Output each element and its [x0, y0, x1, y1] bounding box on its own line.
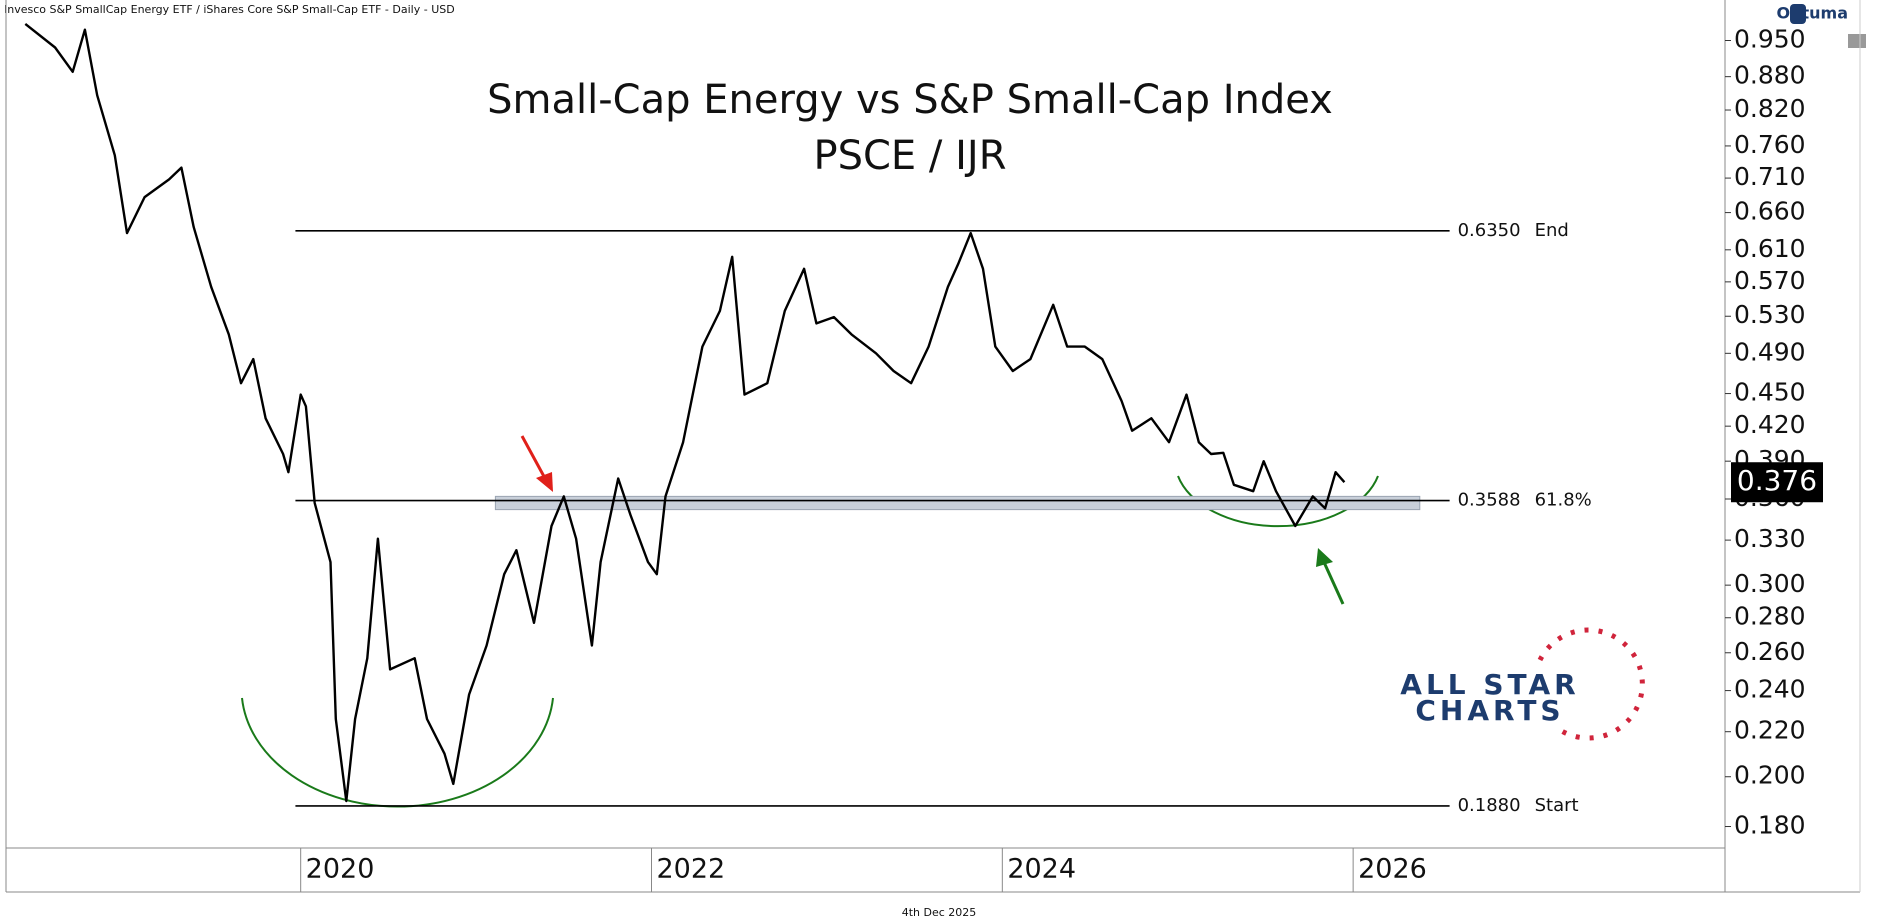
y-tick-label: 0.820 [1734, 94, 1806, 123]
y-tick-label: 0.180 [1734, 811, 1806, 840]
watermark: ALL STAR CHARTS [1400, 627, 1645, 741]
y-tick-label: 0.220 [1734, 716, 1806, 745]
y-tick-label: 0.330 [1734, 524, 1806, 553]
y-tick-label: 0.300 [1734, 569, 1806, 598]
red-arrow-head [536, 472, 553, 492]
brand: Optuma [1776, 4, 1848, 23]
red-arrow [520, 435, 549, 483]
level-name: 61.8% [1535, 490, 1592, 511]
watermark-line: CHARTS [1415, 694, 1564, 727]
footer: 4th Dec 2025 [902, 906, 977, 919]
y-tick-label: 0.880 [1734, 61, 1806, 90]
last-value-label: 0.376 [1737, 464, 1817, 497]
level-value: 0.6350 [1458, 220, 1521, 241]
y-tick-label: 0.660 [1734, 197, 1806, 226]
header: Invesco S&P SmallCap Energy ETF / iShare… [4, 3, 455, 16]
y-tick-label: 0.570 [1734, 266, 1806, 295]
x-tick-label: 2026 [1358, 854, 1427, 885]
y-tick-label: 0.260 [1734, 637, 1806, 666]
chart-subtitle: PSCE / IJR [813, 133, 1006, 179]
level-value: 0.3588 [1458, 490, 1521, 511]
level-name: Start [1535, 795, 1579, 816]
y-tick-label: 0.610 [1734, 234, 1806, 263]
last-value-box [1731, 462, 1823, 503]
y-tick-label: 0.710 [1734, 162, 1806, 191]
y-tick-label: 0.280 [1734, 602, 1806, 631]
y-tick-label: 0.240 [1734, 675, 1806, 704]
watermark-stars [1537, 627, 1645, 741]
level-name: End [1535, 220, 1569, 241]
green-arrow [1321, 559, 1345, 605]
y-tick-label: 0.450 [1734, 378, 1806, 407]
y-tick-label: 0.530 [1734, 300, 1806, 329]
watermark-line: ALL STAR [1400, 668, 1579, 701]
x-tick-label: 2024 [1007, 854, 1076, 885]
green-arrow-head [1316, 548, 1333, 567]
x-tick-label: 2022 [657, 854, 726, 885]
y-tick-label: 0.200 [1734, 761, 1806, 790]
y-tick-label: 0.490 [1734, 337, 1806, 366]
chart-title: Small-Cap Energy vs S&P Small-Cap Index [487, 77, 1333, 123]
y-tick-label: 0.760 [1734, 130, 1806, 159]
brand-logo [1790, 4, 1806, 24]
y-tick-label: 0.420 [1734, 410, 1806, 439]
x-tick-label: 2020 [306, 854, 375, 885]
price-line [24, 22, 1346, 803]
lock-icon [1848, 34, 1866, 48]
y-tick-label: 0.950 [1734, 24, 1806, 53]
level-value: 0.1880 [1458, 795, 1521, 816]
support-zone [494, 495, 1421, 511]
